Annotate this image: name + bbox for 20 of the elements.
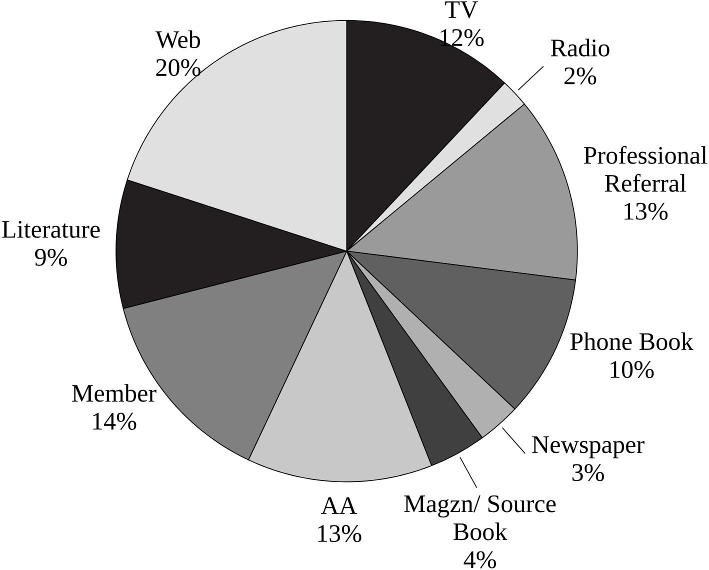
slice-label: Web <box>156 30 200 48</box>
data-label: 12% <box>440 29 484 46</box>
data-label: 13% <box>624 202 668 220</box>
slice-label: Newspaper <box>532 436 644 458</box>
slice-label: AA <box>321 497 358 514</box>
slice-label: Radio <box>550 38 610 57</box>
data-label: 14% <box>93 412 136 430</box>
slice-label: Member <box>72 384 156 402</box>
data-label: 2% <box>564 68 596 85</box>
slice-label: Professional Referral <box>584 146 708 192</box>
data-label: 13% <box>318 525 362 542</box>
data-label: 3% <box>572 464 604 482</box>
data-label: 10% <box>610 361 654 378</box>
slice-label: Literature <box>2 221 100 238</box>
data-label: 4% <box>464 551 496 568</box>
data-label: 9% <box>35 249 67 266</box>
data-label: 20% <box>156 59 200 76</box>
slice-label: TV <box>445 2 478 18</box>
slice-label: Magzn/ Source Book <box>404 496 556 540</box>
slice-label: Phone Book <box>570 332 694 350</box>
